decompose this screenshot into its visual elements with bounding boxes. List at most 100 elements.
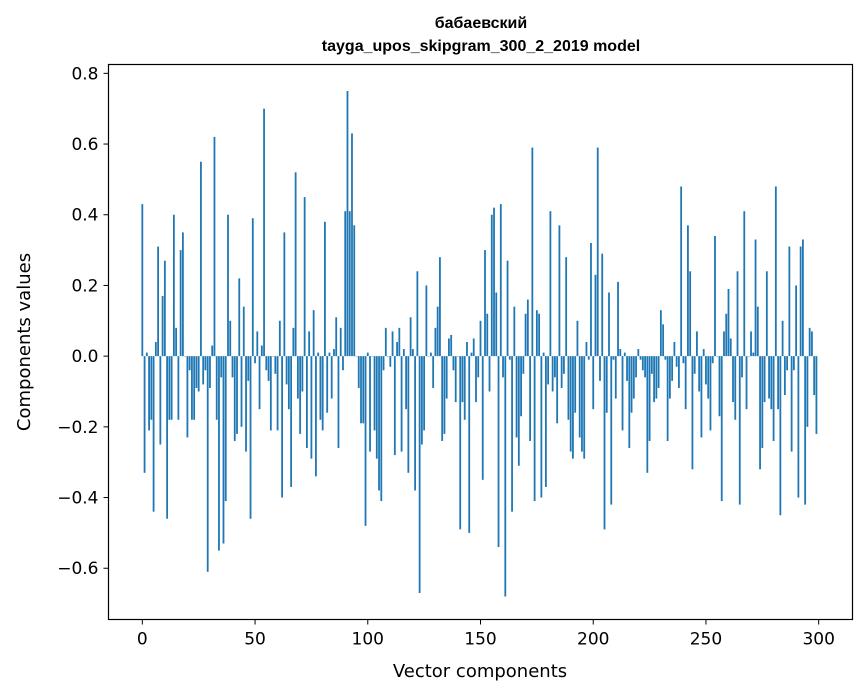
bar [416,271,419,357]
bar [285,356,288,385]
bar [389,356,392,367]
bar [468,356,471,533]
bar [166,356,169,519]
bar [696,331,698,357]
bar [470,352,473,357]
bar [278,320,281,357]
bar [434,327,437,357]
bar [619,349,622,357]
bar [605,356,608,413]
bar [276,356,279,431]
x-axis-label: Vector components [393,661,567,682]
bar [804,356,807,505]
bar [357,356,360,388]
bar [644,356,646,378]
bar [524,313,527,357]
bars-group [141,91,818,597]
bar [734,356,737,420]
bar [179,250,182,357]
bar [617,281,619,357]
bar [287,356,290,410]
bar [653,356,655,403]
bar [702,349,705,357]
bar [209,356,211,388]
bar [675,356,678,367]
bar [738,356,741,505]
bar [251,218,254,357]
bar [301,356,304,392]
bar [603,356,606,530]
bar [662,324,665,357]
bar [254,356,256,364]
bar [506,260,509,357]
bar [477,356,480,378]
y-tick-label: 0.2 [71,276,98,296]
bar [267,356,270,381]
bar [741,356,743,378]
bar [211,345,214,357]
bar [542,352,545,357]
bar [319,356,322,420]
bar [743,211,746,357]
bar [520,356,522,417]
bar [691,356,694,470]
bar [792,356,795,371]
bar [567,356,570,420]
bar [222,356,225,544]
bar [321,356,324,431]
bar [195,356,198,388]
bar [443,356,446,434]
plot-frame [107,63,854,621]
bar [781,320,784,357]
bar [756,306,759,357]
bar [574,356,577,413]
bar [154,342,157,357]
x-tick-label: 200 [577,630,609,650]
bar [299,356,302,434]
bar [240,356,243,427]
bar [495,292,498,357]
bar [432,356,435,388]
bar [220,356,223,378]
bar [218,356,220,551]
bar [578,356,581,438]
bar [168,356,171,420]
bar [150,356,153,420]
bar [752,352,755,357]
bar [680,186,683,357]
y-tick-label: −0.2 [57,418,98,438]
bar [666,356,669,441]
bar [714,235,716,357]
bar [720,356,723,502]
bar [326,356,329,413]
bar [547,356,550,385]
bar [554,356,556,378]
bar [783,356,786,396]
bar [430,352,432,357]
bar [623,352,626,357]
bar [637,349,640,357]
x-tick-label: 100 [352,630,384,650]
bar [632,356,635,399]
bar [290,356,293,487]
bar [774,186,777,357]
bar [732,356,734,403]
bar [231,356,234,378]
bar [364,356,367,526]
bar [770,356,773,410]
bar [659,310,662,357]
bar [763,356,766,403]
bar [484,250,486,357]
bar [551,356,554,392]
bar [191,356,193,420]
bar [558,225,561,357]
bar [249,356,252,519]
bar [362,356,365,424]
bar [315,356,317,477]
bar [159,356,162,445]
bar [700,356,703,438]
bar [463,356,466,420]
bar [790,356,793,452]
bar [563,356,565,374]
bar [242,306,245,357]
